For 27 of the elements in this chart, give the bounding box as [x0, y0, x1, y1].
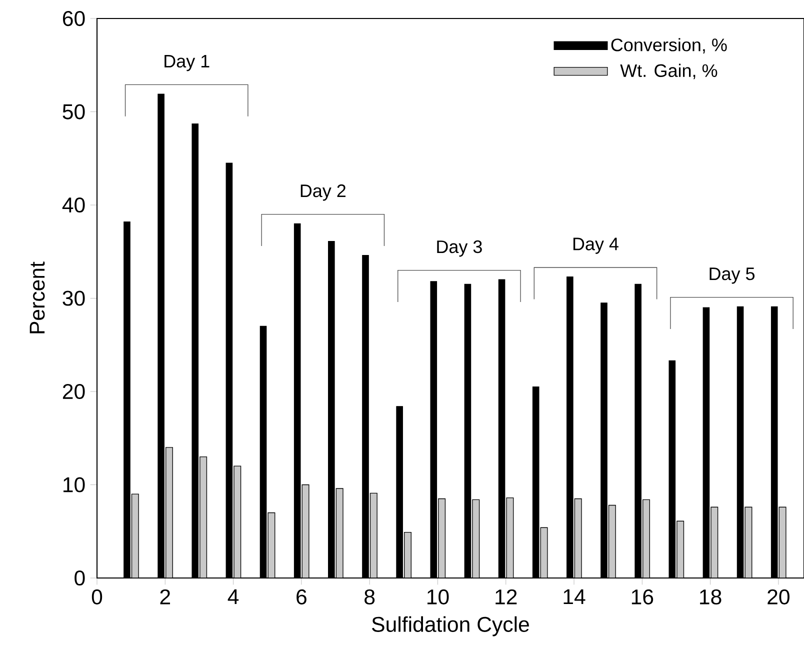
x-tick-label: 6 [296, 589, 306, 604]
x-tick-label: 20 [768, 589, 790, 604]
x-tick-label: 0 [92, 589, 102, 604]
annotation: Day 2 [300, 184, 346, 201]
legend-label: Conversion, % [611, 38, 727, 54]
x-tick-label: 12 [496, 589, 517, 604]
y-tick-label: 0 [74, 570, 85, 586]
x-tick-label: 4 [228, 589, 239, 604]
x-tick-label: 14 [564, 589, 586, 604]
y-tick-label: 10 [64, 477, 85, 492]
x-axis-title: Sulfidation Cycle [372, 616, 529, 636]
y-tick-label: 30 [62, 290, 85, 306]
x-tick-label: 8 [364, 589, 375, 604]
annotation: Day 5 [710, 268, 755, 284]
x-tick-label: 2 [160, 589, 170, 604]
x-tick-label: 16 [632, 589, 654, 604]
x-tick-label: 10 [427, 589, 449, 604]
y-tick-label: 20 [62, 384, 85, 400]
x-tick-label: 18 [700, 589, 722, 604]
legend-label: Wt. Gain, % [620, 64, 718, 80]
annotation: Day 3 [437, 240, 482, 257]
y-axis-title: Percent [30, 262, 45, 334]
annotation: Day 1 [164, 55, 210, 72]
y-tick-label: 60 [62, 10, 85, 26]
annotation: Day 4 [573, 238, 618, 254]
y-tick-label: 50 [62, 104, 85, 120]
y-tick-label: 40 [62, 197, 85, 213]
